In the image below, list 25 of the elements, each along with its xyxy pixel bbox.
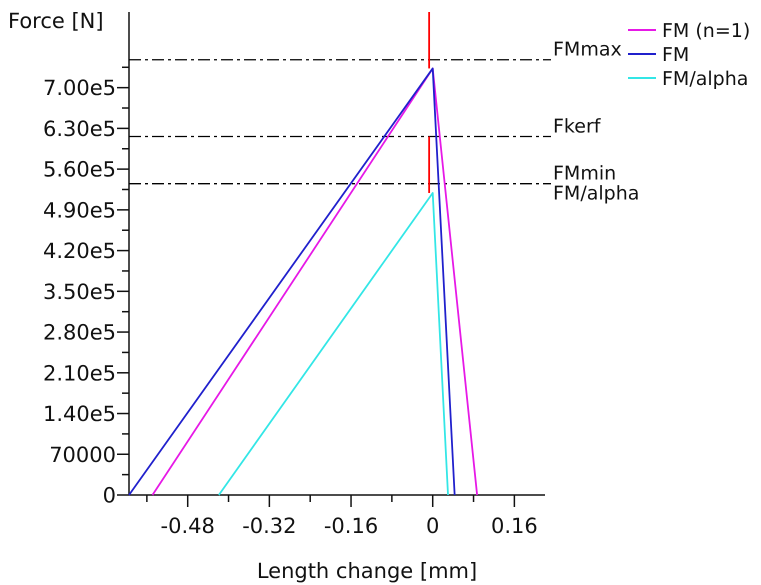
y-tick-label: 7.00e5 <box>42 76 116 100</box>
x-axis-title: Length change [mm] <box>256 559 478 583</box>
y-tick-label: 2.80e5 <box>42 320 116 345</box>
legend-label: FM (n=1) <box>662 20 750 42</box>
x-tick-label: -0.48 <box>160 514 215 538</box>
ref-line-label: FMmin <box>553 162 616 185</box>
y-tick-label: 3.50e5 <box>42 280 116 304</box>
x-tick-label: 0.16 <box>490 514 538 538</box>
y-tick-label: 0 <box>102 484 116 508</box>
x-tick-label: -0.32 <box>242 514 297 538</box>
y-axis-title: Force [N] <box>8 9 104 33</box>
x-tick-label: -0.16 <box>324 514 378 538</box>
ref-line-label: FMmax <box>553 38 622 61</box>
y-tick-label: 4.90e5 <box>42 198 116 222</box>
y-tick-label: 70000 <box>49 442 116 467</box>
legend-label: FM <box>662 44 690 66</box>
y-tick-label: 2.10e5 <box>42 361 116 386</box>
annotation: FM/alpha <box>553 182 640 205</box>
y-tick-label: 5.60e5 <box>42 158 116 182</box>
y-tick-label: 6.30e5 <box>42 116 116 141</box>
ref-line-label: Fkerf <box>553 116 602 138</box>
legend-label: FM/alpha <box>662 68 748 90</box>
y-tick-label: 4.20e5 <box>42 239 116 264</box>
y-tick-label: 1.40e5 <box>42 402 116 426</box>
x-tick-label: 0 <box>426 514 440 538</box>
